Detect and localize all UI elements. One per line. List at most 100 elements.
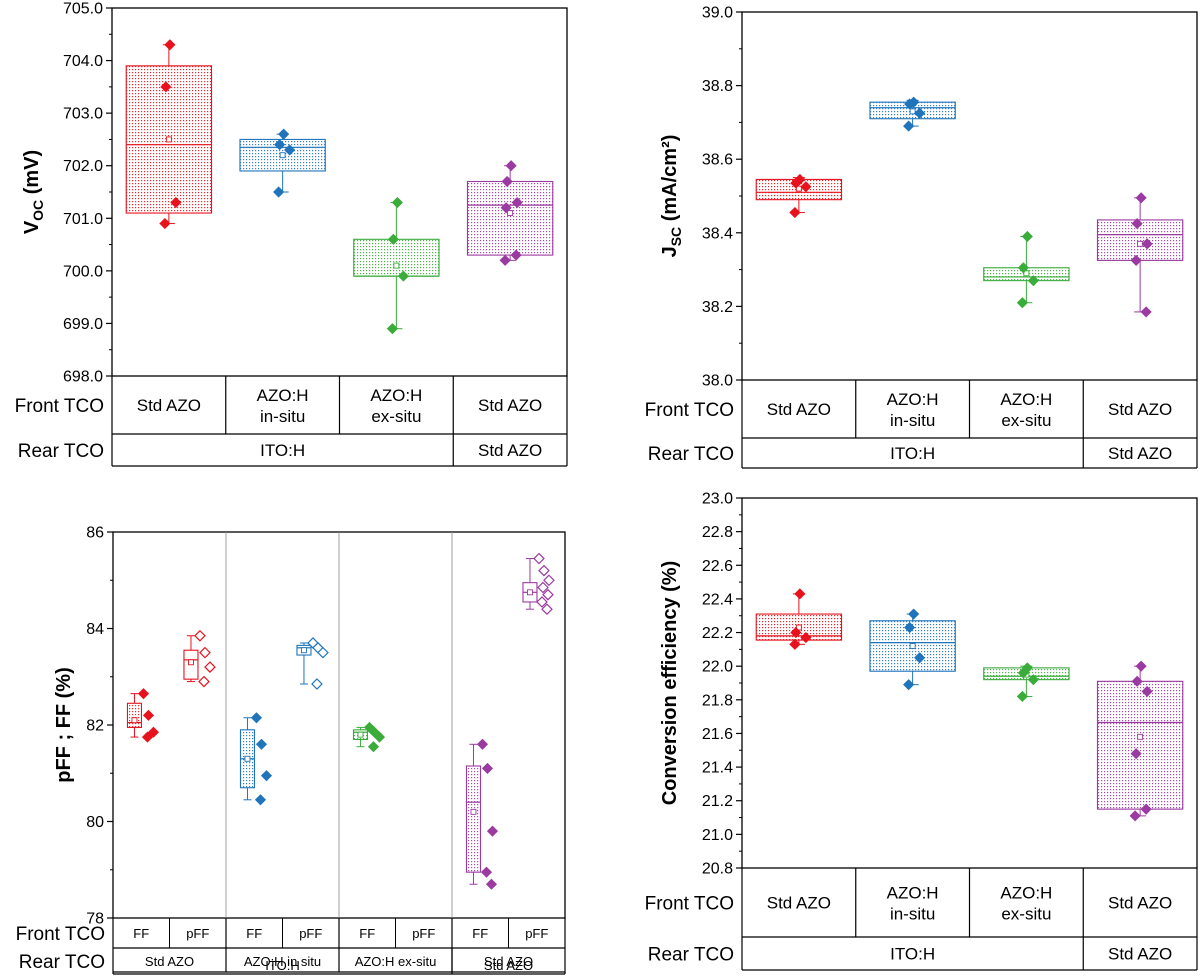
front-category-label: ex-situ [371,407,421,426]
box-iqr [1096,680,1184,810]
data-point [159,217,171,230]
sub-label-ff: FF [246,926,262,941]
front-category-label: AZO:H [887,884,939,903]
box-green [353,196,440,335]
rear-category-label: Std AZO [478,441,542,460]
box-mean [470,808,477,815]
chart-eff: 20.8 21.0 21.2 21.4 21.6 21.8 22.0 22.2 22.4 22.6… [645,491,1198,971]
box-green [352,721,386,753]
data-point [147,726,160,738]
front-category-label: AZO:H [370,386,422,405]
front-category-label: AZO:H [887,390,939,409]
data-point [790,626,802,639]
data-point [476,738,489,750]
front-category-label: ex-situ [1001,905,1051,924]
y-tick-label: 86 [86,525,104,542]
y-tick-label: 702.0 [63,158,103,175]
data-point [790,177,802,189]
box-iqr [466,180,554,256]
y-axis-label: VOC (mV) [21,150,46,234]
y-tick-label: 21.4 [702,760,733,777]
box-mean [393,262,400,269]
data-point [499,254,511,266]
y-axis-label: JSC (mA/cm²) [659,135,684,258]
data-point [387,233,399,245]
sub-label-pff: pFF [412,926,435,941]
data-point [1135,192,1147,204]
front-category-label: Std AZO [478,396,542,415]
data-point [1027,674,1039,686]
box-red [125,39,213,230]
box-mean [909,643,916,649]
y-tick-label: 38.6 [702,152,733,169]
y-tick-label: 21.6 [702,726,733,743]
y-tick-label: 22.8 [702,524,733,541]
data-point [273,186,285,198]
y-axis-label: pFF ; FF (%) [53,667,75,783]
data-point [536,596,548,608]
data-point [254,794,267,806]
data-point [204,661,216,673]
chart-ff: 78 80 82 84 86 pFF ; FF (%) Front TCO Rear TCO F… [16,525,566,975]
data-point [794,588,806,600]
data-point [501,175,513,188]
y-tick-label: 80 [86,814,104,831]
data-point [537,581,549,594]
data-point [250,712,263,724]
y-tick-label: 23.0 [702,491,733,508]
y-tick-label: 700.0 [63,263,103,280]
data-point [914,652,926,664]
data-point [1021,230,1033,243]
front-category-label: Std AZO [767,400,831,419]
data-point [284,144,296,156]
rear-tco-label: Rear TCO [18,441,104,462]
y-tick-label: 698.0 [63,369,103,386]
box-red [126,688,160,743]
data-point [542,588,554,601]
front-category-label: in-situ [260,407,305,426]
y-tick-label: 21.2 [702,793,733,810]
box-mean [301,647,307,654]
y-tick-label: 21.0 [702,827,733,844]
rear-category-label: Std AZO [1108,444,1172,463]
front-category-label: AZO:H in situ [244,954,321,969]
rear-category-label: Std AZO [1108,945,1172,964]
data-point [1016,297,1028,309]
rear-category-label: ITO:H [265,958,299,973]
data-point [1135,660,1147,672]
box-iqr [353,238,440,277]
rear-category-label: ITO:H [890,444,935,463]
data-point [274,139,286,151]
y-axis-label: Conversion efficiency (%) [659,561,681,806]
y-tick-label: 703.0 [63,106,103,123]
data-point [1141,238,1153,250]
data-point [1129,810,1141,822]
data-point [1130,254,1142,266]
front-tco-label: Front TCO [645,400,734,421]
data-point [538,564,550,577]
y-tick-label: 38.2 [702,299,733,316]
data-point [481,762,494,774]
data-point [1130,748,1142,760]
front-tco-label: Front TCO [645,894,734,915]
box-iqr [465,765,482,873]
front-category-label: ex-situ [1001,411,1051,430]
box-purple [466,160,554,266]
y-tick-label: 21.8 [702,692,733,709]
box-red [755,588,843,650]
data-point [1027,275,1039,287]
box-mean [507,210,514,216]
data-point [260,770,273,782]
data-point [367,741,380,753]
data-point [317,646,329,659]
front-category-label: AZO:H ex-situ [355,954,437,969]
y-tick-label: 22.0 [702,659,733,676]
rear-tco-label: Rear TCO [648,945,734,966]
front-category-label: Std AZO [1108,894,1172,913]
data-point [500,202,512,214]
rear-category-label: ITO:H [890,945,935,964]
box-blue [239,128,326,198]
data-point [1140,306,1152,318]
data-point [397,270,409,282]
y-tick-label: 20.8 [702,861,733,878]
